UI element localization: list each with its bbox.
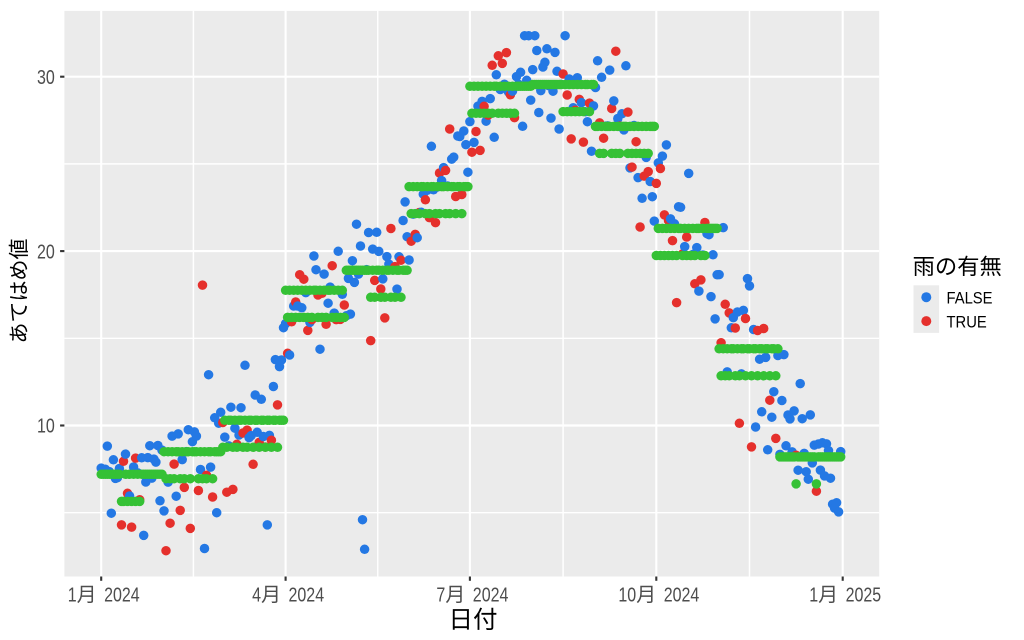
svg-text:7: 7 [436,584,445,606]
svg-text:FALSE: FALSE [947,290,993,308]
svg-text:30: 30 [37,66,55,88]
svg-text:2024: 2024 [104,584,140,606]
svg-text:2024: 2024 [664,584,700,606]
svg-text:1: 1 [809,584,818,606]
svg-text:10: 10 [37,415,55,437]
svg-text:2024: 2024 [473,584,509,606]
svg-text:1: 1 [68,584,77,606]
svg-text:4: 4 [252,584,261,606]
svg-text:10: 10 [618,584,636,606]
svg-text:2024: 2024 [289,584,325,606]
svg-text:TRUE: TRUE [947,313,987,331]
svg-text:20: 20 [37,241,55,263]
svg-text:2025: 2025 [846,584,882,606]
